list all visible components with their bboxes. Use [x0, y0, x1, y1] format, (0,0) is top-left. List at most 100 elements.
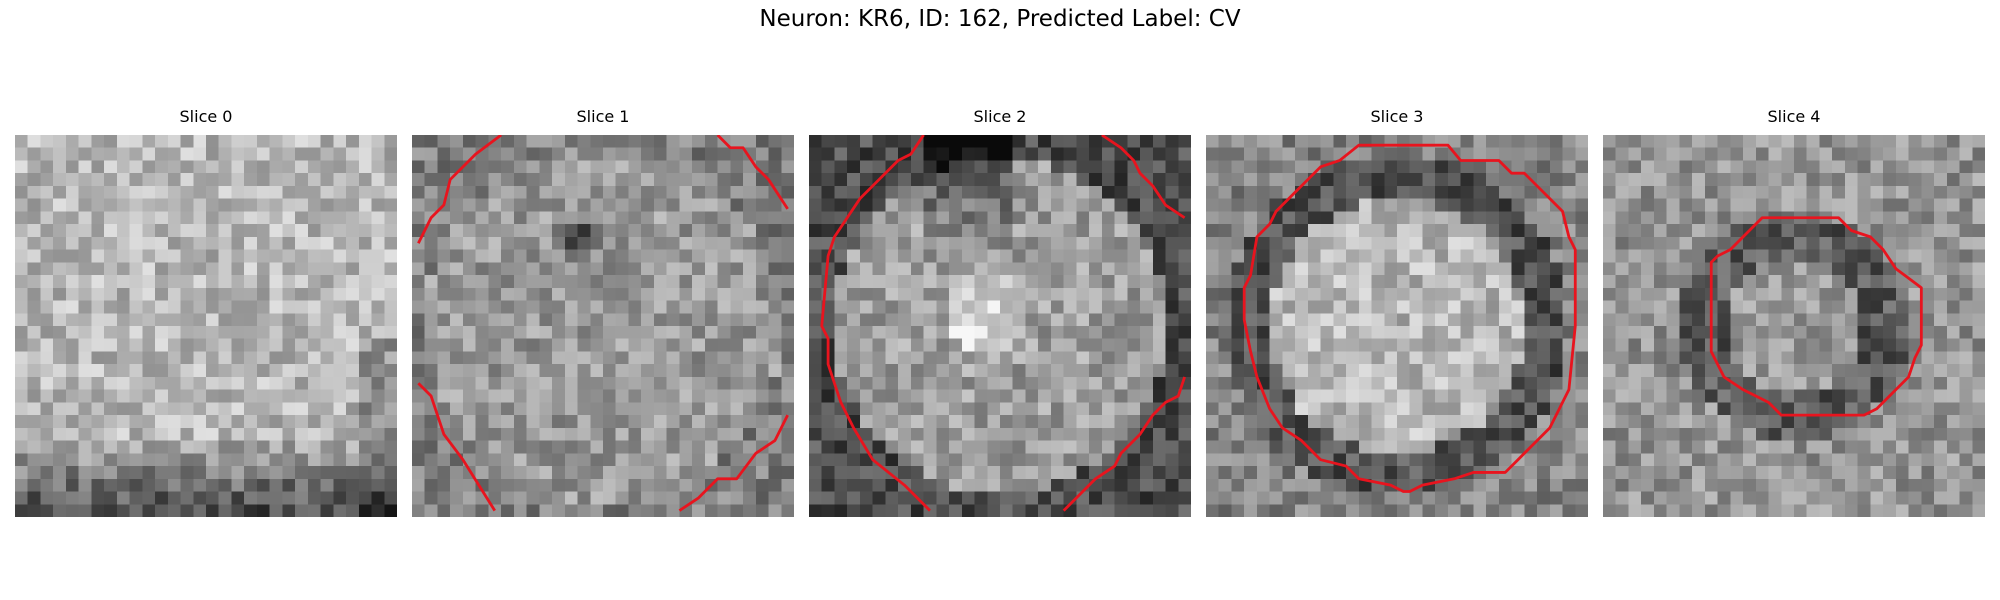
- pixel: [1692, 135, 1706, 149]
- pixel: [346, 147, 360, 161]
- pixel: [1679, 466, 1693, 480]
- pixel: [1178, 338, 1191, 352]
- pixel: [437, 326, 451, 340]
- pixel: [269, 275, 283, 289]
- pixel: [577, 249, 591, 263]
- pixel: [91, 326, 105, 340]
- pixel: [1717, 224, 1731, 238]
- pixel: [1140, 351, 1154, 365]
- pixel: [730, 160, 744, 174]
- pixel: [577, 173, 591, 187]
- pixel: [53, 351, 67, 365]
- pixel: [1460, 338, 1474, 352]
- pixel: [692, 504, 706, 517]
- pixel: [1946, 478, 1961, 493]
- pixel: [1089, 389, 1103, 403]
- pixel: [1282, 478, 1296, 493]
- pixel: [1895, 389, 1910, 403]
- pixel: [1244, 376, 1258, 391]
- pixel: [1282, 211, 1296, 225]
- pixel: [1895, 504, 1910, 517]
- pixel: [1666, 173, 1680, 187]
- pixel: [1794, 389, 1808, 403]
- pixel: [1537, 453, 1551, 467]
- pixel: [730, 491, 744, 505]
- pixel: [1063, 338, 1077, 352]
- pixel: [1050, 453, 1065, 467]
- pixel: [1269, 313, 1283, 327]
- pixel: [666, 491, 680, 505]
- pixel: [847, 440, 861, 454]
- pixel: [936, 478, 950, 493]
- pixel: [1089, 313, 1103, 327]
- pixel: [412, 427, 426, 442]
- pixel: [1460, 185, 1474, 200]
- pixel: [1460, 236, 1474, 251]
- pixel: [717, 478, 731, 493]
- pixel: [961, 287, 976, 302]
- pixel: [1511, 262, 1525, 276]
- pixel: [1615, 364, 1629, 378]
- pixel: [987, 364, 1001, 378]
- pixel: [1768, 453, 1782, 467]
- pixel: [1231, 389, 1245, 403]
- pixel: [1486, 211, 1500, 225]
- pixel: [193, 300, 207, 314]
- pixel: [1603, 389, 1617, 403]
- pixel: [475, 173, 489, 187]
- pixel: [872, 389, 886, 403]
- pixel: [1615, 326, 1629, 340]
- pixel: [936, 135, 950, 149]
- pixel: [244, 287, 258, 302]
- pixel: [218, 224, 232, 238]
- pixel: [155, 376, 169, 391]
- pixel: [590, 389, 604, 403]
- pixel: [78, 376, 92, 391]
- pixel: [1140, 504, 1154, 517]
- pixel: [1038, 313, 1052, 327]
- pixel: [40, 326, 54, 340]
- pixel: [1819, 224, 1833, 238]
- pixel: [1730, 427, 1744, 442]
- pixel: [1653, 135, 1668, 149]
- pixel: [1244, 389, 1258, 403]
- pixel: [1819, 147, 1833, 161]
- pixel: [1603, 376, 1617, 391]
- pixel: [116, 147, 131, 161]
- pixel: [910, 236, 925, 251]
- pixel: [1844, 351, 1859, 365]
- pixel: [1959, 185, 1973, 200]
- pixel: [320, 427, 334, 442]
- pixel: [847, 491, 861, 505]
- pixel: [679, 453, 693, 467]
- pixel: [384, 313, 397, 327]
- pixel: [1603, 211, 1617, 225]
- pixel: [1704, 364, 1719, 378]
- pixel: [1743, 275, 1757, 289]
- pixel: [1320, 364, 1334, 378]
- pixel: [628, 135, 642, 149]
- pixel: [1959, 389, 1973, 403]
- pixel: [1409, 160, 1423, 174]
- pixel: [936, 427, 950, 442]
- pixel: [1371, 287, 1385, 302]
- pixel: [1435, 313, 1449, 327]
- pixel: [1934, 440, 1948, 454]
- pixel: [1152, 173, 1167, 187]
- pixel: [1844, 440, 1859, 454]
- pixel: [15, 440, 29, 454]
- pixel: [974, 326, 988, 340]
- pixel: [821, 275, 835, 289]
- pixel: [1615, 478, 1629, 493]
- pixel: [40, 160, 54, 174]
- pixel: [885, 185, 899, 200]
- pixel: [1921, 249, 1935, 263]
- pixel: [65, 504, 80, 517]
- pixel: [1653, 402, 1668, 416]
- pixel: [1473, 453, 1487, 467]
- pixel: [1231, 478, 1245, 493]
- pixel: [15, 351, 29, 365]
- pixel: [1320, 249, 1334, 263]
- pixel: [679, 427, 693, 442]
- pixel: [1575, 402, 1588, 416]
